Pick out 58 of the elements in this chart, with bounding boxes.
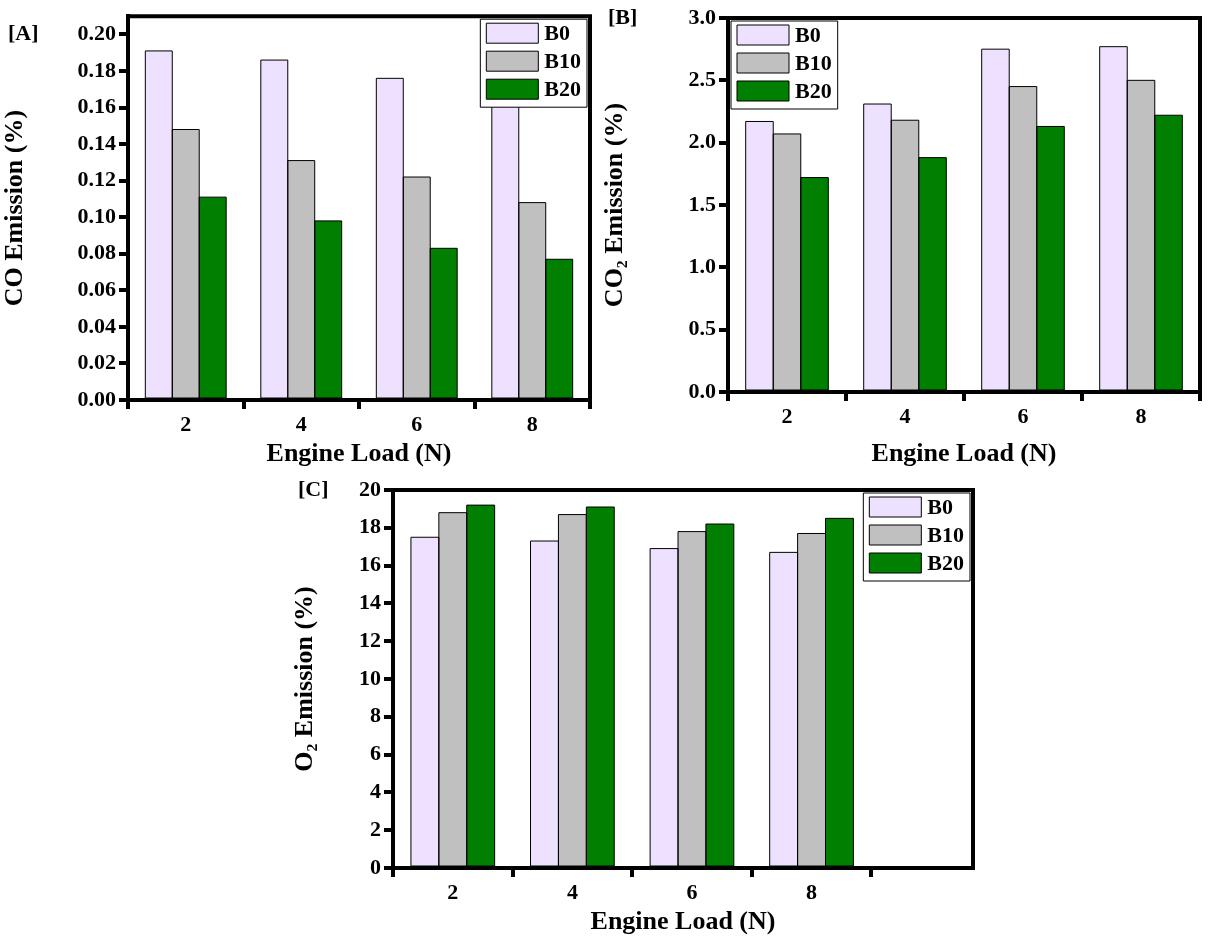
y-tick-label: 1.0 — [688, 253, 716, 279]
legend-label: B0 — [795, 21, 821, 47]
y-axis-title: CO₂ Emission (%) — [599, 102, 629, 308]
y-tick-label: 0.5 — [688, 315, 716, 341]
y-tick-label: 16 — [359, 551, 381, 577]
y-tick-label: 0.02 — [77, 349, 116, 375]
chart-title: [C] — [298, 475, 329, 501]
y-tick-label: 3.0 — [688, 3, 716, 29]
y-axis-title: CO Emission (%) — [0, 109, 29, 307]
y-tick-label: 6 — [370, 740, 381, 766]
legend-label: B0 — [927, 493, 954, 519]
y-tick-label: 12 — [359, 626, 381, 652]
y-tick-label: 0.0 — [688, 377, 716, 403]
x-tick-label: 8 — [526, 410, 538, 436]
x-tick-label: 4 — [899, 402, 911, 428]
y-tick-label: 0.16 — [77, 93, 116, 119]
y-tick-label: 0.12 — [77, 166, 116, 192]
y-tick-label: 0.08 — [77, 239, 116, 265]
y-tick-label: 2.5 — [688, 66, 716, 92]
legend-label: B10 — [927, 521, 965, 547]
y-tick-label: 0.20 — [77, 20, 116, 46]
x-tick-label: 2 — [180, 410, 192, 436]
y-tick-label: 0.10 — [77, 202, 116, 228]
legend-label: B20 — [795, 77, 832, 103]
legend-label: B10 — [544, 47, 582, 73]
x-axis-title: Engine Load (N) — [590, 906, 776, 936]
x-tick-label: 8 — [806, 878, 818, 904]
y-tick-label: 2 — [370, 815, 381, 841]
x-tick-label: 2 — [781, 402, 793, 428]
y-tick-label: 1.5 — [688, 190, 716, 216]
x-tick-label: 4 — [566, 878, 578, 904]
x-tick-label: 6 — [411, 410, 423, 436]
legend-label: B10 — [795, 49, 832, 75]
x-tick-label: 6 — [1017, 402, 1029, 428]
x-axis-title: Engine Load (N) — [266, 438, 452, 468]
y-tick-label: 0.04 — [77, 312, 116, 338]
x-tick-label: 8 — [1135, 402, 1147, 428]
x-axis-title: Engine Load (N) — [871, 438, 1057, 468]
chart-title: [A] — [8, 20, 39, 46]
x-tick-label: 4 — [295, 410, 307, 436]
x-tick-label: 2 — [447, 878, 459, 904]
y-tick-label: 8 — [370, 702, 381, 728]
chart-title: [B] — [608, 3, 638, 29]
y-tick-label: 0.00 — [77, 385, 116, 411]
y-tick-label: 14 — [359, 589, 381, 615]
y-tick-label: 0 — [370, 853, 381, 879]
legend-label: B20 — [544, 75, 582, 101]
y-tick-label: 4 — [370, 778, 381, 804]
y-tick-label: 20 — [359, 475, 381, 501]
y-tick-label: 0.14 — [77, 129, 116, 155]
y-tick-label: 0.06 — [77, 276, 116, 302]
y-tick-label: 10 — [359, 664, 381, 690]
legend-label: B0 — [544, 19, 571, 45]
y-tick-label: 18 — [359, 513, 381, 539]
legend-label: B20 — [927, 549, 965, 575]
y-tick-label: 0.18 — [77, 56, 116, 82]
y-tick-label: 2.0 — [688, 128, 716, 154]
y-axis-title: O₂ Emission (%) — [289, 586, 319, 772]
